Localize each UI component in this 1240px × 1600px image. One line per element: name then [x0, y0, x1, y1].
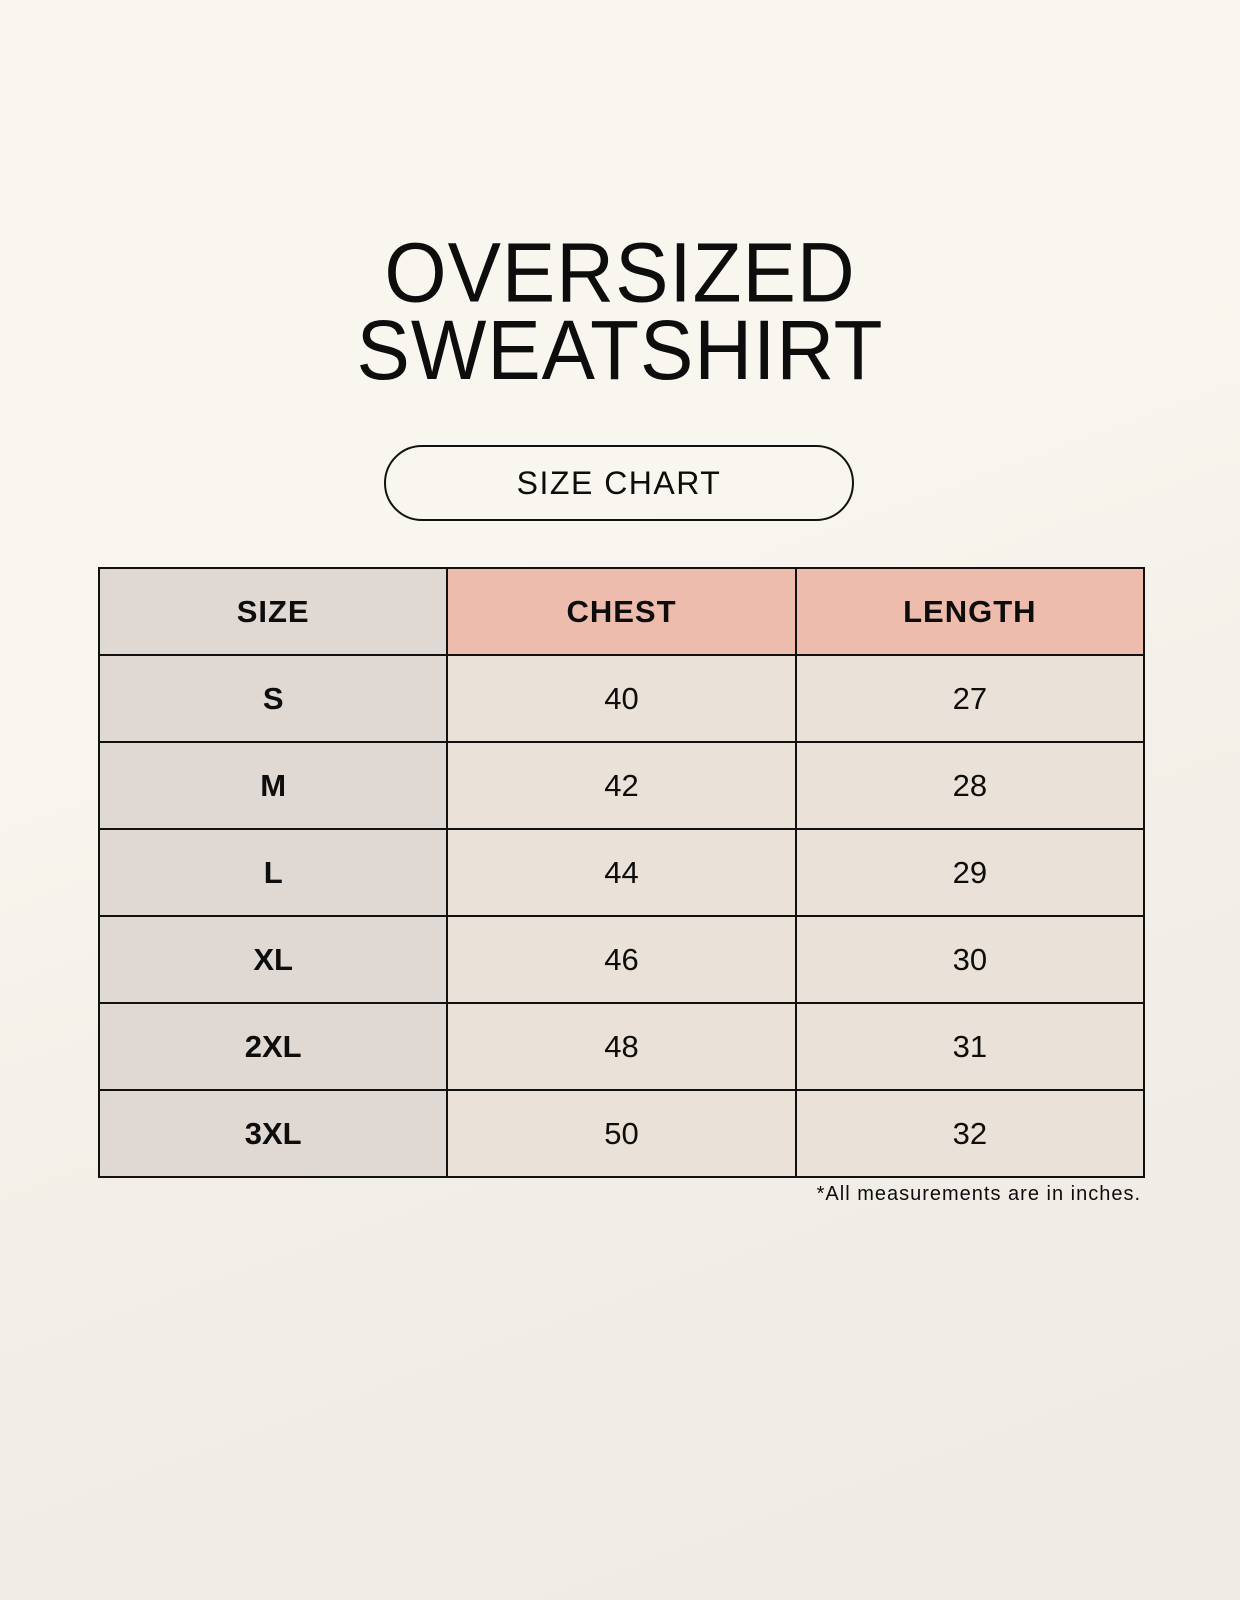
size-cell: 2XL: [97, 1002, 449, 1091]
length-cell: 29: [794, 828, 1146, 917]
size-cell: 3XL: [97, 1089, 449, 1178]
footnote: *All measurements are in inches.: [816, 1183, 1141, 1205]
length-cell: 28: [794, 741, 1146, 830]
table-row: L 44 29: [97, 828, 1146, 917]
length-cell: 27: [794, 654, 1146, 743]
header-size: SIZE: [97, 567, 449, 656]
size-cell: M: [97, 741, 449, 830]
header-chest: CHEST: [446, 567, 797, 656]
table-row: S 40 27: [97, 654, 1146, 743]
length-cell: 31: [794, 1002, 1146, 1091]
size-cell: S: [97, 654, 449, 743]
chest-cell: 42: [446, 741, 797, 830]
title-line-1: OVERSIZED: [384, 225, 856, 320]
table-row: XL 46 30: [97, 915, 1146, 1004]
table-row: M 42 28: [97, 741, 1146, 830]
length-cell: 32: [794, 1089, 1146, 1178]
table-row: 2XL 48 31: [97, 1002, 1146, 1091]
header-length: LENGTH: [794, 567, 1146, 656]
chest-cell: 48: [446, 1002, 797, 1091]
title-line-2: SWEATSHIRT: [356, 303, 884, 398]
page-title: OVERSIZED SWEATSHIRT: [0, 225, 1240, 398]
chest-cell: 50: [446, 1089, 797, 1178]
size-cell: XL: [97, 915, 449, 1004]
chest-cell: 44: [446, 828, 797, 917]
chest-cell: 40: [446, 654, 797, 743]
size-table: SIZE CHEST LENGTH S 40 27 M 42 28 L 44 29 XL 46 30 2…: [97, 567, 1146, 1178]
table-header-row: SIZE CHEST LENGTH: [97, 567, 1146, 656]
length-cell: 30: [794, 915, 1146, 1004]
size-chart-badge: SIZE CHART: [384, 445, 854, 521]
table-row: 3XL 50 32: [97, 1089, 1146, 1178]
size-cell: L: [97, 828, 449, 917]
chest-cell: 46: [446, 915, 797, 1004]
